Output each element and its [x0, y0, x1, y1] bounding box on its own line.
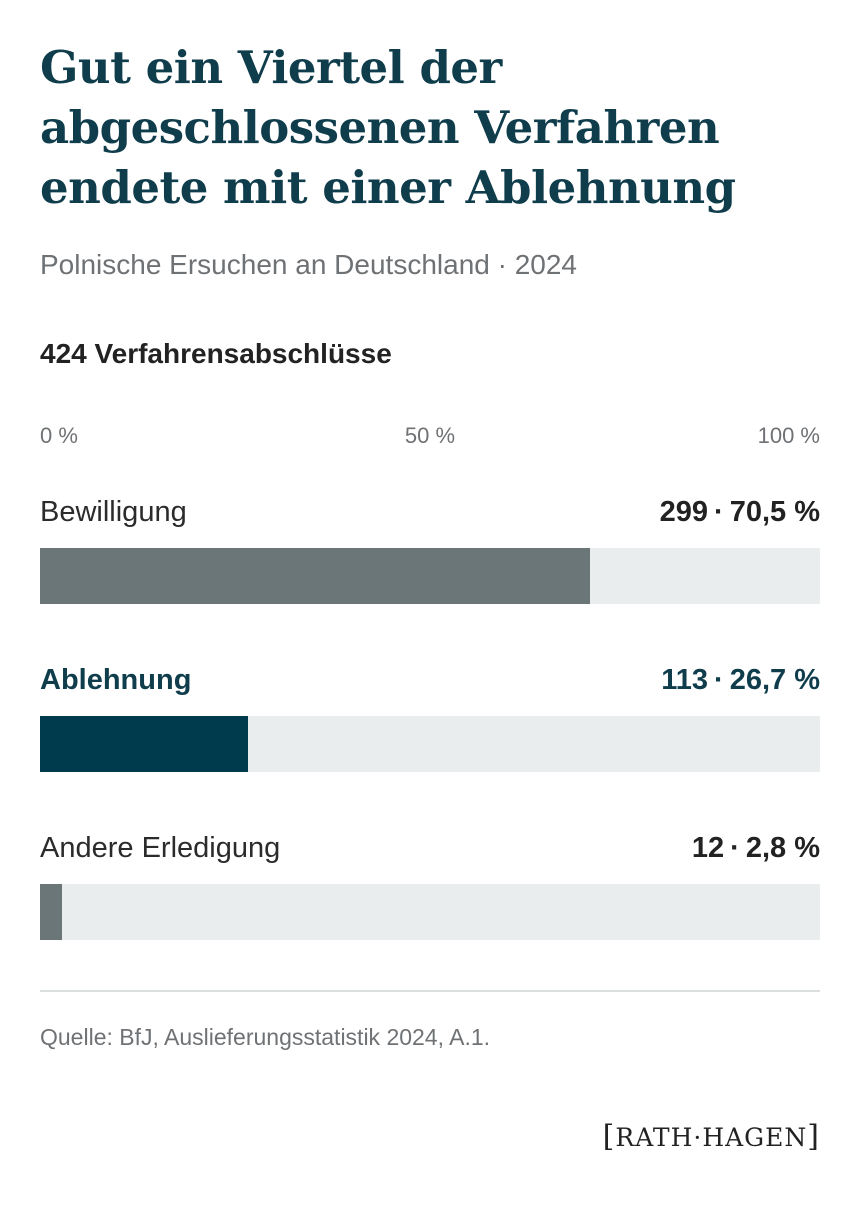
brand-logo: [RATH·HAGEN]	[603, 1117, 820, 1158]
value-separator: ·	[714, 664, 724, 696]
x-tick-label: 50 %	[404, 423, 456, 448]
bar-percent: 70,5 %	[729, 496, 820, 528]
total-count-label: 424 Verfahrensabschlüsse	[40, 338, 392, 369]
bar-row: Ablehnung 113 · 26,7 %	[40, 660, 820, 790]
logo-bracket-right: ]	[807, 1119, 820, 1154]
bar-count: 113	[661, 664, 709, 696]
bar-row: Bewilligung 299 · 70,5 %	[40, 492, 820, 622]
bar-count: 299	[659, 496, 709, 528]
value-separator: ·	[730, 832, 740, 864]
logo-text: RATH·HAGEN	[615, 1123, 808, 1152]
bar-label: Andere Erledigung	[40, 832, 281, 864]
bar	[40, 548, 590, 604]
bar-label: Bewilligung	[40, 496, 187, 528]
bar-value-label: 12 · 2,8 %	[692, 828, 820, 868]
bar-track	[40, 716, 820, 772]
bar-track	[40, 884, 820, 940]
bar-percent: 2,8 %	[745, 832, 820, 864]
x-tick-label: 0 %	[40, 423, 78, 448]
bar-value-label: 299 · 70,5 %	[660, 492, 820, 532]
bar	[40, 716, 249, 772]
logo-bracket-left: [	[602, 1119, 616, 1154]
bar-count: 12	[691, 832, 725, 864]
bar-percent: 26,7 %	[729, 664, 820, 696]
source-note: Quelle: BfJ, Auslieferungsstatistik 2024…	[40, 1024, 491, 1050]
bar	[40, 884, 62, 940]
chart-subtitle: Polnische Ersuchen an Deutschland · 2024	[40, 249, 578, 280]
x-axis: 0 % 50 % 100 %	[40, 420, 820, 452]
footer-divider	[40, 990, 820, 992]
bar-value-label: 113 · 26,7 %	[661, 660, 820, 700]
x-tick-label: 100 %	[757, 423, 820, 448]
chart-title: Gut ein Viertel der abgeschlossenen Verf…	[40, 41, 736, 214]
value-separator: ·	[714, 496, 724, 528]
bar-track	[40, 548, 820, 604]
bar-row: Andere Erledigung 12 · 2,8 %	[40, 828, 820, 958]
bar-label: Ablehnung	[40, 664, 192, 696]
